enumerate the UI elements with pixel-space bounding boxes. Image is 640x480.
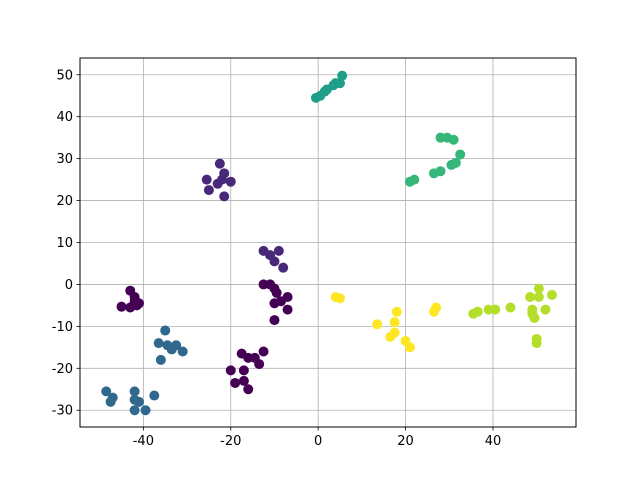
data-point (525, 292, 536, 303)
data-point (225, 365, 236, 376)
data-point (282, 304, 293, 315)
data-point (540, 304, 551, 315)
data-point (243, 384, 254, 395)
data-points (101, 70, 557, 416)
data-point (282, 292, 293, 303)
data-point (335, 78, 346, 89)
data-point (177, 346, 188, 357)
data-point (531, 338, 542, 349)
data-point (155, 354, 166, 365)
data-point (448, 134, 459, 145)
data-point (391, 306, 402, 317)
data-point (472, 306, 483, 317)
data-point (230, 377, 241, 388)
data-point (219, 168, 230, 179)
y-tick-label: 0 (65, 278, 73, 293)
data-point (546, 289, 557, 300)
data-point (203, 185, 214, 196)
data-point (505, 302, 516, 313)
data-point (409, 174, 420, 185)
data-point (450, 157, 461, 168)
grid (80, 58, 576, 427)
data-point (254, 359, 265, 370)
data-point (533, 283, 544, 294)
data-point (116, 301, 127, 312)
x-tick-label: 40 (485, 434, 502, 449)
y-tick-label: 30 (56, 152, 73, 167)
data-point (404, 342, 415, 353)
data-point (219, 191, 230, 202)
data-point (214, 158, 225, 169)
data-point (431, 302, 442, 313)
data-point (131, 300, 142, 311)
data-point (269, 298, 280, 309)
data-point (389, 317, 400, 328)
y-tick-label: 40 (56, 110, 73, 125)
y-tick-label: 50 (56, 68, 73, 83)
data-point (372, 319, 383, 330)
data-point (335, 293, 346, 304)
y-tick-label: -10 (52, 320, 73, 335)
data-point (533, 292, 544, 303)
data-point (389, 327, 400, 338)
data-point (258, 346, 269, 357)
data-point (101, 386, 112, 397)
data-point (238, 365, 249, 376)
x-tick-label: -20 (220, 434, 241, 449)
data-point (269, 256, 280, 267)
data-point (133, 396, 144, 407)
y-tick-label: -30 (52, 404, 73, 419)
data-point (490, 304, 501, 315)
data-point (529, 312, 540, 323)
x-tick-label: 0 (314, 434, 322, 449)
data-point (278, 262, 289, 273)
data-point (435, 166, 446, 177)
y-tick-label: 10 (56, 236, 73, 251)
data-point (269, 315, 280, 326)
data-point (171, 340, 182, 351)
data-point (273, 245, 284, 256)
data-point (140, 405, 151, 416)
data-point (160, 325, 171, 336)
axis-ticks: -40 -20 0 20 40 -30 -20 -10 0 10 20 30 40 50 (52, 68, 501, 449)
data-point (129, 386, 140, 397)
data-point (455, 149, 466, 160)
data-point (149, 390, 160, 401)
data-point (271, 287, 282, 298)
data-point (238, 375, 249, 386)
x-tick-label: 20 (397, 434, 414, 449)
data-point (129, 405, 140, 416)
y-tick-label: 20 (56, 194, 73, 209)
data-point (201, 174, 212, 185)
data-point (337, 70, 348, 81)
data-point (225, 176, 236, 187)
x-tick-label: -40 (133, 434, 154, 449)
data-point (107, 392, 118, 403)
y-tick-label: -20 (52, 362, 73, 377)
data-point (153, 338, 164, 349)
